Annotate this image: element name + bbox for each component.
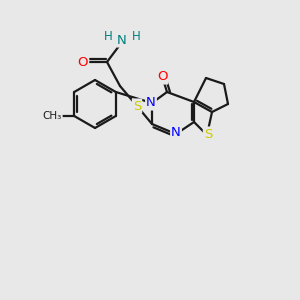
- Text: S: S: [204, 128, 212, 140]
- Text: S: S: [133, 100, 141, 112]
- Text: H: H: [103, 29, 112, 43]
- Text: O: O: [157, 70, 167, 83]
- Text: N: N: [146, 97, 156, 110]
- Text: CH₃: CH₃: [43, 111, 62, 121]
- Text: N: N: [117, 34, 127, 46]
- Text: N: N: [171, 127, 181, 140]
- Text: H: H: [132, 29, 140, 43]
- Text: O: O: [78, 56, 88, 68]
